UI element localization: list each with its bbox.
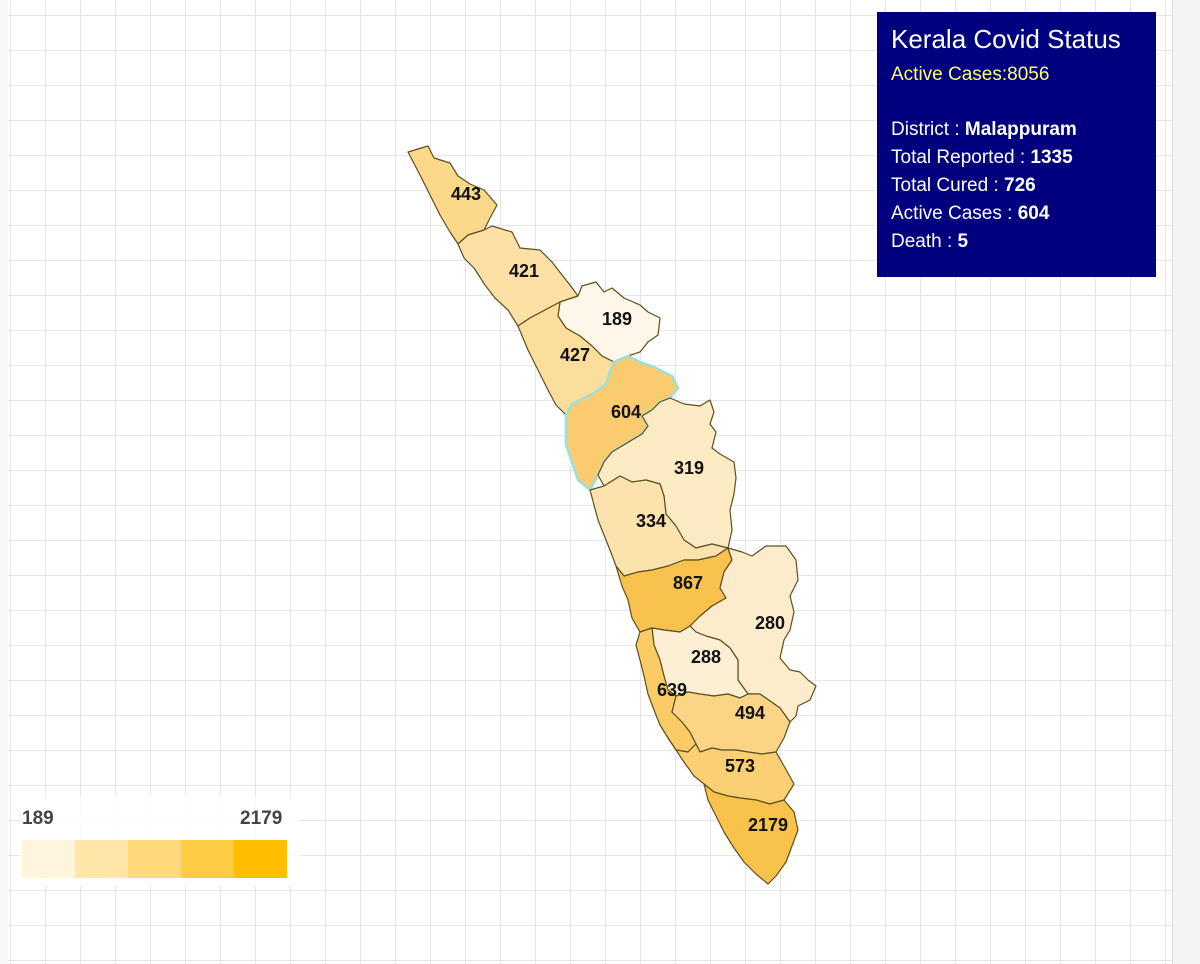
- label-kasaragod: 443: [451, 184, 481, 204]
- page-scrollbar[interactable]: [1172, 0, 1200, 964]
- cured-label: Total Cured :: [891, 175, 1004, 196]
- cured-row: Total Cured : 726: [891, 172, 1142, 200]
- death-label: Death :: [891, 231, 958, 252]
- label-thrissur: 334: [636, 511, 666, 531]
- label-malappuram: 604: [611, 402, 641, 422]
- cured-value: 726: [1004, 175, 1036, 196]
- district-thiruvananthapuram[interactable]: [703, 783, 799, 885]
- label-kozhikode: 427: [560, 345, 590, 365]
- death-row: Death : 5: [891, 228, 1142, 256]
- state-active-cases: Active Cases:8056: [891, 64, 1050, 85]
- legend-swatch: [181, 840, 234, 878]
- district-label: District :: [891, 119, 965, 140]
- label-palakkad: 319: [674, 458, 704, 478]
- district-value: Malappuram: [964, 119, 1077, 140]
- label-pathanamthitta: 494: [735, 703, 765, 723]
- legend-swatch: [234, 840, 287, 878]
- left-edge: [0, 0, 8, 964]
- district-row: District : Malappuram: [891, 116, 1142, 144]
- legend-max-value: 2179: [240, 808, 283, 829]
- legend-swatch: [22, 840, 75, 878]
- legend-swatch: [75, 840, 128, 878]
- district-kasaragod[interactable]: [407, 145, 498, 245]
- active-row: Active Cases : 604: [891, 200, 1142, 228]
- label-idukki: 280: [755, 613, 785, 633]
- label-ernakulam: 867: [673, 573, 703, 593]
- active-label: Active Cases :: [891, 203, 1018, 224]
- info-title: Kerala Covid Status: [891, 24, 1121, 54]
- label-kollam: 573: [725, 756, 755, 776]
- label-kannur: 421: [509, 261, 539, 281]
- legend-swatch: [128, 840, 181, 878]
- reported-row: Total Reported : 1335: [891, 144, 1142, 172]
- label-kottayam: 288: [691, 647, 721, 667]
- active-value: 604: [1017, 203, 1050, 224]
- district-kollam[interactable]: [667, 737, 795, 805]
- reported-label: Total Reported :: [891, 147, 1031, 168]
- legend-color-bar: [22, 840, 287, 878]
- death-value: 5: [957, 231, 969, 252]
- label-thiruvananthapuram: 2179: [748, 815, 788, 835]
- info-panel: Kerala Covid Status Active Cases:8056 Di…: [877, 12, 1156, 277]
- color-legend: 189 2179: [20, 796, 300, 886]
- legend-min-value: 189: [22, 808, 54, 829]
- reported-value: 1335: [1030, 147, 1073, 168]
- kerala-map: 443 421 189 427 604 319 334 867 280 288 …: [407, 145, 817, 885]
- label-wayanad: 189: [602, 309, 632, 329]
- label-alappuzha: 639: [657, 680, 687, 700]
- district-idukki[interactable]: [689, 545, 817, 723]
